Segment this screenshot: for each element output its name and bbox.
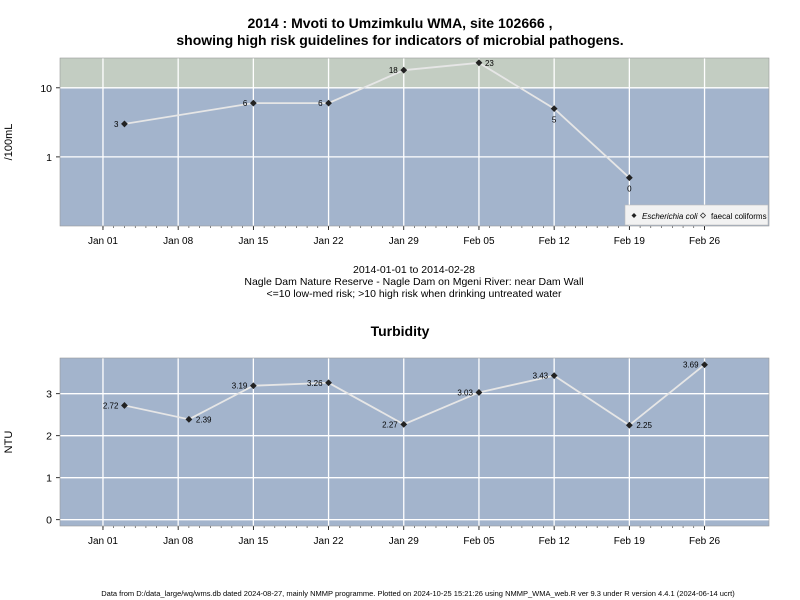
x-tick-label: Feb 12	[539, 236, 571, 247]
x-tick-label: Feb 19	[614, 236, 646, 247]
data-point	[550, 372, 558, 380]
plot-panel-1	[60, 358, 769, 526]
y-tick-label: 0	[46, 515, 52, 527]
data-label: 3	[114, 120, 119, 129]
data-point	[325, 99, 332, 107]
x-tick-label: Jan 29	[389, 236, 419, 247]
x-tick-label: Jan 15	[238, 536, 268, 547]
x-tick-label: Jan 01	[88, 536, 118, 547]
legend-marker-faecal	[699, 212, 707, 219]
y-tick-label: 2	[46, 431, 52, 443]
data-label: 3.69	[683, 361, 699, 370]
x-tick-label: Feb 12	[539, 536, 571, 547]
y-axis-label: NTU	[3, 431, 15, 454]
data-point	[121, 402, 128, 409]
x-tick-label: Feb 26	[689, 536, 721, 547]
data-source-footer: Data from D:/data_large/wq/wms.db dated …	[101, 589, 735, 598]
data-point	[121, 120, 128, 128]
data-label: 3.19	[232, 382, 248, 391]
site-description-note: Nagle Dam Nature Reserve - Nagle Dam on …	[244, 276, 584, 288]
data-point	[249, 99, 257, 107]
y-tick-label: 1	[46, 152, 52, 164]
data-point	[400, 66, 408, 74]
turbidity-chart-title: Turbidity	[370, 323, 430, 339]
data-point	[249, 382, 257, 390]
data-point	[625, 174, 633, 182]
data-label: 3.26	[307, 379, 323, 388]
data-label: 3.43	[533, 372, 549, 381]
data-label: 23	[485, 59, 494, 68]
y-tick-label: 10	[40, 83, 52, 95]
data-label: 0	[627, 185, 632, 194]
x-tick-label: Jan 22	[314, 536, 344, 547]
data-label: 18	[389, 66, 398, 75]
chart-title-line-1: 2014 : Mvoti to Umzimkulu WMA, site 1026…	[247, 15, 553, 31]
x-tick-label: Jan 08	[163, 536, 193, 547]
x-tick-label: Jan 15	[238, 236, 268, 247]
legend-box	[624, 204, 769, 226]
data-label: 6	[318, 99, 323, 108]
x-tick-label: Feb 05	[463, 536, 495, 547]
data-label: 2.27	[382, 420, 398, 429]
data-label: 3.03	[457, 388, 473, 397]
data-label: 6	[243, 99, 248, 108]
data-point	[550, 105, 558, 113]
chart-title-line-2: showing high risk guidelines for indicat…	[176, 32, 624, 48]
data-label: 2.39	[196, 415, 212, 424]
x-tick-label: Feb 05	[463, 236, 495, 247]
data-label: 5	[552, 116, 557, 125]
x-tick-label: Feb 19	[614, 536, 646, 547]
data-label: 2.72	[103, 401, 119, 410]
x-tick-label: Jan 08	[163, 236, 193, 247]
data-point	[325, 379, 332, 387]
data-point	[185, 415, 193, 423]
legend-label-ecoli: Escherichia coli	[642, 212, 698, 221]
y-tick-label: 1	[46, 473, 52, 485]
y-axis-label: /100mL	[3, 124, 15, 161]
data-point	[475, 59, 483, 67]
high-risk-band	[60, 58, 769, 88]
plot-frame-1	[59, 357, 770, 527]
data-point	[701, 361, 708, 369]
x-tick-label: Feb 26	[689, 236, 721, 247]
legend-label-faecal: faecal coliforms	[711, 212, 767, 221]
data-label: 2.25	[636, 421, 652, 430]
data-point	[625, 421, 633, 429]
data-point	[400, 420, 408, 428]
date-range-note: 2014-01-01 to 2014-02-28	[352, 264, 475, 276]
risk-guideline-note: <=10 low-med risk; >10 high risk when dr…	[266, 288, 562, 300]
x-tick-label: Jan 01	[88, 236, 118, 247]
x-tick-label: Jan 29	[389, 536, 419, 547]
y-tick-label: 3	[46, 389, 52, 401]
plot-frame-0	[59, 57, 770, 227]
data-point	[475, 389, 483, 396]
legend-marker-ecoli	[631, 213, 637, 218]
x-tick-label: Jan 22	[314, 236, 344, 247]
